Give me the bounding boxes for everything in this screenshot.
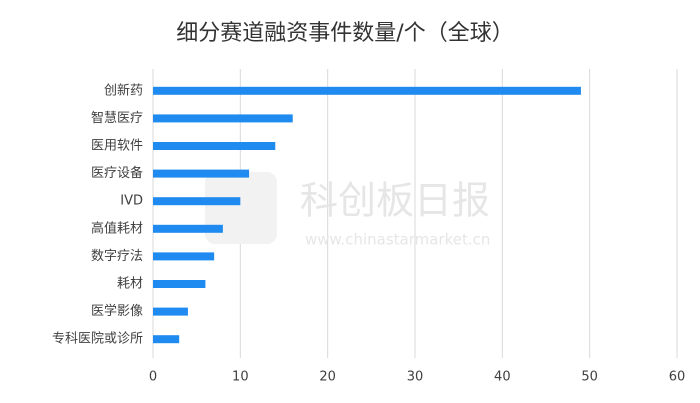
bar [153, 307, 188, 316]
x-tick-label: 30 [407, 370, 424, 385]
y-tick-label: 高值耗材 [91, 220, 143, 236]
y-tick-label: 智慧医疗 [91, 110, 143, 126]
x-tick-label: 10 [232, 370, 249, 385]
y-tick-label: 创新药 [104, 82, 143, 98]
bar [153, 86, 581, 95]
bar [153, 169, 250, 178]
bar [153, 142, 276, 150]
y-tick-label: 耗材 [117, 277, 143, 292]
bar [153, 224, 223, 233]
x-tick-label: 40 [494, 370, 511, 385]
x-tick-label: 0 [149, 370, 157, 385]
bar [153, 252, 215, 261]
y-tick-label: 医疗设备 [91, 165, 143, 181]
bar [153, 197, 241, 206]
watermark-url: www.chinastarmarket.cn [305, 231, 490, 249]
bar [153, 335, 180, 344]
y-tick-label: 专科医院或诊所 [52, 332, 143, 347]
bar [153, 280, 206, 288]
chart-title: 细分赛道融资事件数量/个（全球） [176, 21, 513, 46]
y-tick-label: 医学影像 [91, 303, 143, 319]
watermark-logo [205, 172, 277, 244]
x-tick-label: 20 [319, 370, 336, 385]
y-tick-label: 医用软件 [91, 139, 143, 154]
y-tick-label: 数字疗法 [91, 249, 143, 264]
y-tick-label: IVD [120, 194, 143, 209]
bar [153, 114, 293, 123]
x-tick-label: 50 [581, 370, 598, 385]
watermark-name: 科创板日报 [300, 179, 490, 223]
x-tick-label: 60 [669, 370, 686, 385]
